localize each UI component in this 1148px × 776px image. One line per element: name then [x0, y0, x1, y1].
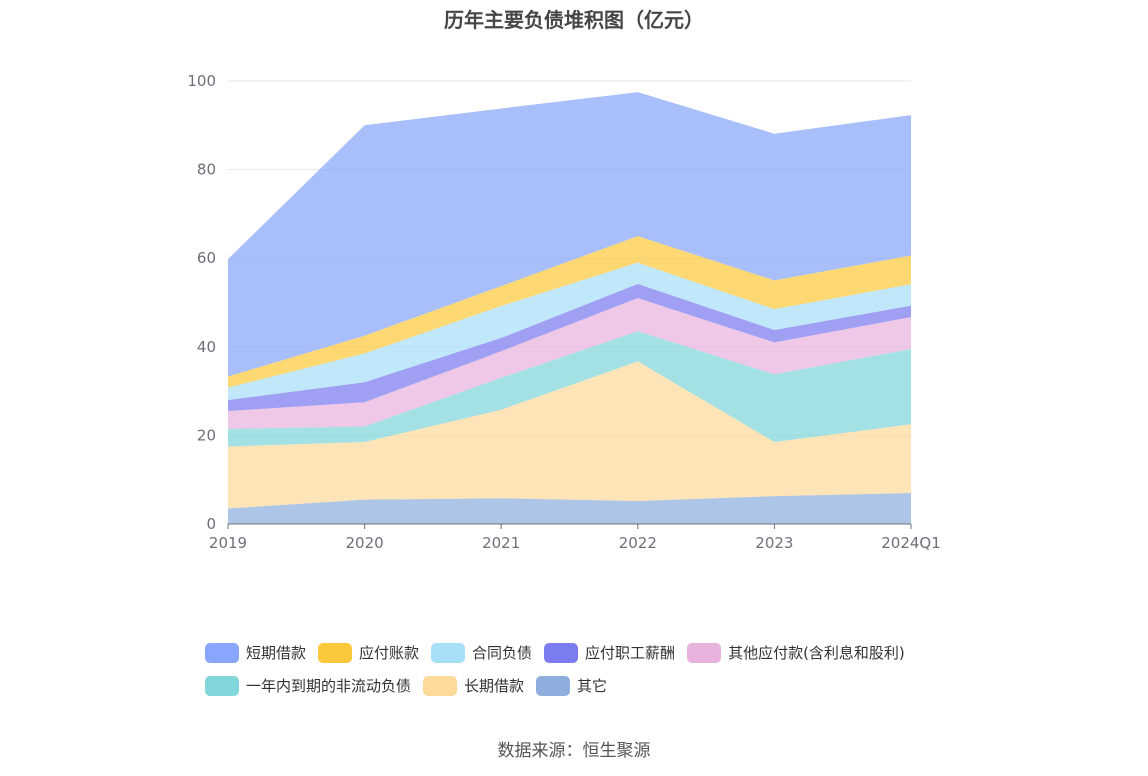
legend-swatch [544, 642, 579, 663]
x-tick-label: 2024Q1 [881, 534, 941, 552]
legend-row-1: 短期借款 应付账款 合同负债 应付职工薪酬 其他应付款(含利息和股利) [205, 636, 965, 669]
legend-label: 其他应付款(含利息和股利) [728, 644, 905, 662]
legend-label: 一年内到期的非流动负债 [246, 677, 412, 695]
legend-swatch [536, 675, 571, 696]
legend-label: 长期借款 [464, 677, 525, 695]
area-series-其它[interactable] [228, 493, 911, 524]
x-tick-label: 2019 [209, 534, 247, 552]
y-tick-label: 40 [197, 338, 216, 356]
area-series-短期借款[interactable] [228, 92, 911, 377]
legend-item-current-portion-noncurrent[interactable]: 一年内到期的非流动负债 [205, 675, 411, 696]
area-series-一年内到期的非流动负债[interactable] [228, 331, 911, 447]
legend-label: 应付账款 [359, 644, 420, 662]
y-tick-label: 100 [187, 72, 216, 90]
legend-swatch [431, 642, 466, 663]
x-tick-label: 2023 [755, 534, 793, 552]
y-tick-label: 80 [197, 161, 216, 179]
area-series-长期借款[interactable] [228, 361, 911, 509]
legend-item-long-term-borrowings[interactable]: 长期借款 [423, 675, 524, 696]
chart-title: 历年主要负债堆积图（亿元） [444, 8, 704, 32]
legend-label: 短期借款 [246, 644, 307, 662]
area-series-应付账款[interactable] [228, 236, 911, 388]
legend-swatch [205, 675, 239, 696]
x-tick-label: 2021 [482, 534, 520, 552]
legend-item-other-payables[interactable]: 其他应付款(含利息和股利) [687, 642, 905, 663]
area-series-其他应付款(含利息和股利)[interactable] [228, 298, 911, 429]
y-tick-label: 20 [197, 426, 216, 444]
y-tick-label: 0 [206, 515, 216, 533]
legend-swatch [423, 675, 458, 696]
x-tick-label: 2020 [346, 534, 384, 552]
data-source: 数据来源：恒生聚源 [497, 741, 651, 761]
legend-swatch [687, 642, 722, 663]
legend-item-short-term-borrowings[interactable]: 短期借款 [205, 642, 306, 663]
legend-label: 其它 [577, 677, 608, 695]
legend-item-payroll-payable[interactable]: 应付职工薪酬 [544, 642, 675, 663]
x-tick-label: 2022 [619, 534, 657, 552]
legend-label: 合同负债 [472, 644, 533, 662]
area-series-应付职工薪酬[interactable] [228, 283, 911, 411]
legend-label: 应付职工薪酬 [585, 644, 676, 662]
legend-swatch [318, 642, 353, 663]
legend-swatch [205, 642, 239, 663]
legend: 短期借款 应付账款 合同负债 应付职工薪酬 其他应付款(含利息和股利) 一年内到… [205, 636, 965, 702]
legend-item-other[interactable]: 其它 [536, 675, 607, 696]
stacked-area-chart: 0 20 40 60 80 100 2019 2020 2021 2022 2023 2024Q1 [187, 72, 941, 552]
legend-item-contract-liabilities[interactable]: 合同负债 [431, 642, 532, 663]
legend-item-accounts-payable[interactable]: 应付账款 [318, 642, 419, 663]
y-tick-label: 60 [197, 249, 216, 267]
area-series-合同负债[interactable] [228, 262, 911, 400]
legend-row-2: 一年内到期的非流动负债 长期借款 其它 [205, 669, 965, 702]
